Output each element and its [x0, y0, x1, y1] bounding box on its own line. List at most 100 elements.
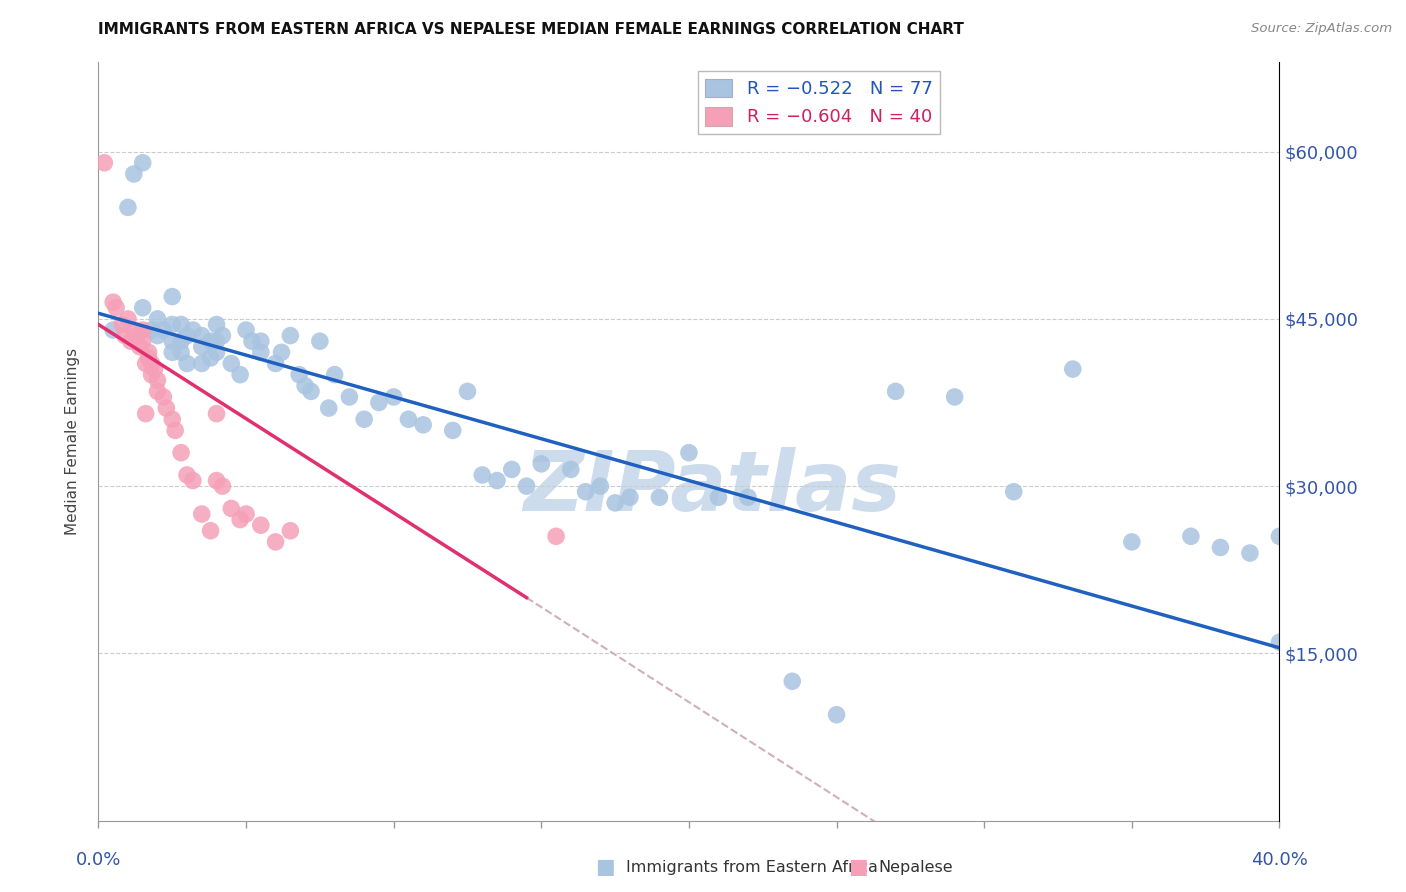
Point — [146, 328, 169, 343]
Point — [235, 507, 257, 521]
Point — [132, 155, 155, 169]
Point — [501, 462, 523, 476]
Point — [240, 334, 263, 349]
Point — [309, 334, 332, 349]
Point — [132, 334, 155, 349]
Point — [170, 318, 193, 332]
Point — [200, 351, 222, 365]
Text: ZIPatlas: ZIPatlas — [523, 447, 901, 527]
Point — [353, 412, 375, 426]
Point — [530, 457, 553, 471]
Point — [146, 384, 169, 399]
Point — [170, 334, 193, 349]
Point — [205, 474, 228, 488]
Point — [1239, 546, 1261, 560]
Point — [412, 417, 434, 432]
Point — [120, 334, 142, 349]
Point — [486, 474, 509, 488]
Point — [294, 378, 316, 392]
Point — [132, 301, 155, 315]
Text: Immigrants from Eastern Africa: Immigrants from Eastern Africa — [626, 860, 877, 874]
Point — [1062, 362, 1084, 376]
Point — [181, 323, 204, 337]
Point — [141, 323, 163, 337]
Point — [146, 312, 169, 326]
Point — [1002, 484, 1025, 499]
Y-axis label: Median Female Earnings: Median Female Earnings — [65, 348, 80, 535]
Point — [229, 512, 252, 526]
Point — [211, 479, 233, 493]
Point — [205, 345, 228, 359]
Point — [205, 407, 228, 421]
Point — [117, 201, 139, 215]
Point — [884, 384, 907, 399]
Point — [162, 412, 183, 426]
Text: Nepalese: Nepalese — [879, 860, 953, 874]
Point — [1121, 535, 1143, 549]
Point — [122, 167, 145, 181]
Point — [605, 496, 627, 510]
Point — [1180, 529, 1202, 543]
Point — [152, 390, 174, 404]
Point — [191, 340, 214, 354]
Point — [264, 356, 287, 371]
Point — [264, 535, 287, 549]
Point — [146, 373, 169, 387]
Point — [339, 390, 361, 404]
Point — [678, 446, 700, 460]
Point — [138, 345, 160, 359]
Point — [560, 462, 582, 476]
Point — [141, 356, 163, 371]
Point — [280, 524, 302, 538]
Point — [211, 328, 233, 343]
Point — [181, 474, 204, 488]
Point — [152, 323, 174, 337]
Point — [619, 491, 641, 505]
Text: Source: ZipAtlas.com: Source: ZipAtlas.com — [1251, 22, 1392, 36]
Point — [250, 518, 273, 533]
Point — [135, 407, 157, 421]
Point — [122, 323, 145, 337]
Point — [229, 368, 252, 382]
Point — [546, 529, 568, 543]
Point — [589, 479, 612, 493]
Point — [162, 318, 183, 332]
Point — [176, 467, 198, 482]
Point — [103, 323, 125, 337]
Point — [270, 345, 292, 359]
Point — [441, 424, 464, 438]
Point — [132, 323, 155, 337]
Text: 0.0%: 0.0% — [76, 851, 121, 869]
Point — [782, 674, 804, 689]
Point — [221, 501, 243, 516]
Point — [205, 334, 228, 349]
Point — [205, 318, 228, 332]
Point — [943, 390, 966, 404]
Point — [105, 301, 128, 315]
Point — [1268, 635, 1291, 649]
Point — [648, 491, 671, 505]
Point — [191, 328, 214, 343]
Point — [825, 707, 848, 722]
Legend: R = −0.522   N = 77, R = −0.604   N = 40: R = −0.522 N = 77, R = −0.604 N = 40 — [697, 71, 939, 134]
Point — [117, 312, 139, 326]
Point — [176, 356, 198, 371]
Point — [1268, 529, 1291, 543]
Text: IMMIGRANTS FROM EASTERN AFRICA VS NEPALESE MEDIAN FEMALE EARNINGS CORRELATION CH: IMMIGRANTS FROM EASTERN AFRICA VS NEPALE… — [98, 22, 965, 37]
Point — [707, 491, 730, 505]
Point — [398, 412, 420, 426]
Point — [471, 467, 494, 482]
Point — [280, 328, 302, 343]
Point — [1209, 541, 1232, 555]
Point — [516, 479, 538, 493]
Point — [162, 334, 183, 349]
Point — [382, 390, 405, 404]
Point — [114, 328, 136, 343]
Point — [93, 155, 115, 169]
Point — [103, 295, 125, 310]
Point — [125, 328, 148, 343]
Point — [323, 368, 346, 382]
Point — [141, 368, 163, 382]
Text: ■: ■ — [595, 857, 614, 877]
Point — [162, 345, 183, 359]
